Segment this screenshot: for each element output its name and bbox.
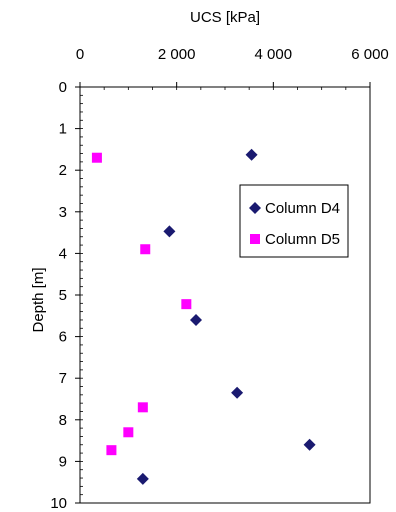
y-tick-label: 9 — [59, 453, 67, 470]
y-tick-label: 0 — [59, 79, 67, 96]
legend-marker — [250, 234, 260, 244]
data-point — [163, 225, 176, 238]
x-tick-label: 4 000 — [255, 46, 293, 63]
data-point — [190, 313, 202, 326]
y-tick-label: 8 — [59, 412, 67, 429]
data-point — [123, 427, 134, 438]
data-point — [245, 148, 258, 161]
y-tick-label: 4 — [59, 245, 67, 262]
legend-marker — [249, 202, 261, 214]
data-point — [231, 386, 244, 399]
data-point — [137, 402, 148, 413]
y-tick-label: 7 — [59, 370, 67, 387]
data-point — [136, 472, 149, 485]
data-point — [140, 244, 151, 255]
y-axis-title: Depth [m] — [30, 267, 47, 332]
y-tick-label: 3 — [59, 204, 67, 221]
data-point — [106, 445, 117, 456]
y-tick-label: 10 — [50, 495, 67, 512]
x-tick-label: 2 000 — [158, 46, 196, 63]
series-2 — [91, 152, 192, 456]
legend: Column D4 Column D5 — [239, 184, 349, 258]
legend-label: Column D5 — [265, 231, 340, 248]
plot-frame — [79, 86, 371, 504]
x-tick-label: 0 — [76, 46, 84, 63]
y-tick-label: 1 — [59, 121, 67, 138]
x-tick-label: 6 000 — [351, 46, 389, 63]
plot-axes: 0 2 000 4 000 6 000 0 1 2 3 4 5 6 7 8 9 10 — [50, 46, 388, 512]
data-point — [181, 299, 192, 310]
y-tick-label: 2 — [59, 162, 67, 179]
series-1 — [136, 148, 316, 485]
legend-box — [239, 184, 349, 258]
legend-item: Column D5 — [250, 231, 340, 248]
legend-label: Column D4 — [265, 200, 340, 217]
x-axis-title: UCS [kPa] — [190, 9, 260, 26]
data-point — [303, 438, 316, 451]
legend-item: Column D4 — [249, 200, 340, 217]
data-points — [91, 148, 316, 485]
data-point — [91, 152, 102, 163]
y-tick-label: 5 — [59, 287, 67, 304]
y-tick-label: 6 — [59, 329, 67, 346]
